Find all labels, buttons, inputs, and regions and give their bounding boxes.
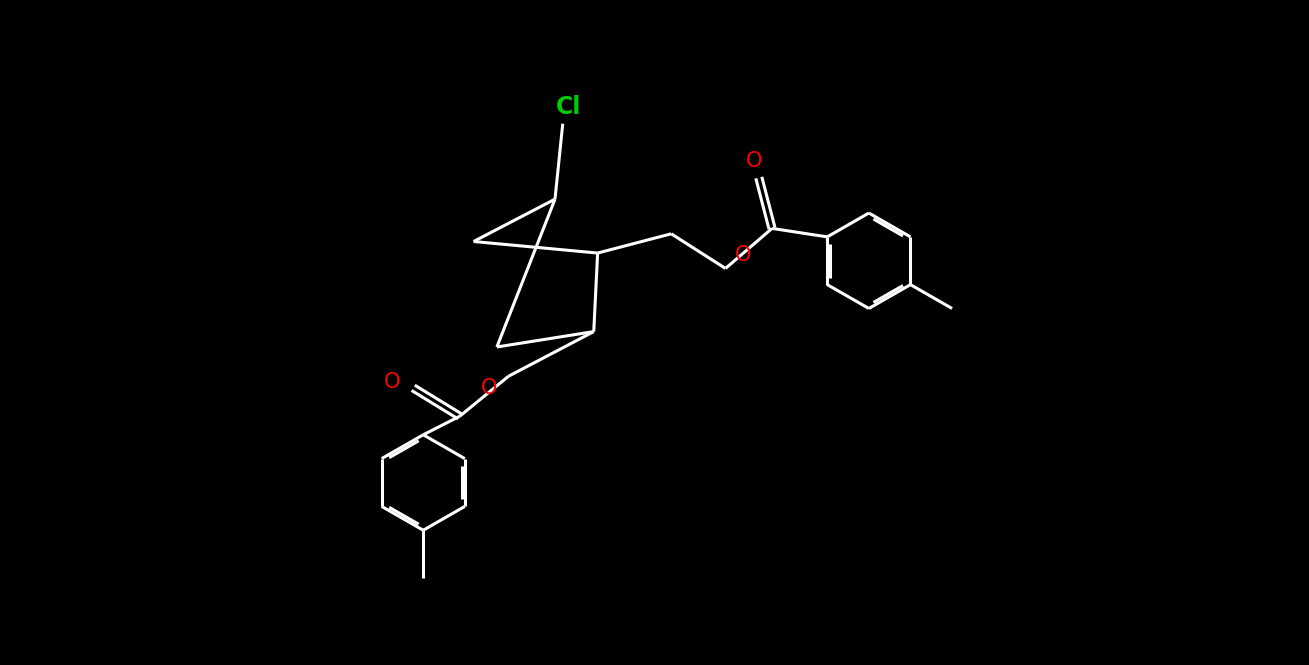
Text: O: O [384, 372, 401, 392]
Text: O: O [736, 245, 751, 265]
Text: O: O [480, 378, 497, 398]
Text: O: O [746, 151, 762, 171]
Text: Cl: Cl [556, 94, 581, 119]
